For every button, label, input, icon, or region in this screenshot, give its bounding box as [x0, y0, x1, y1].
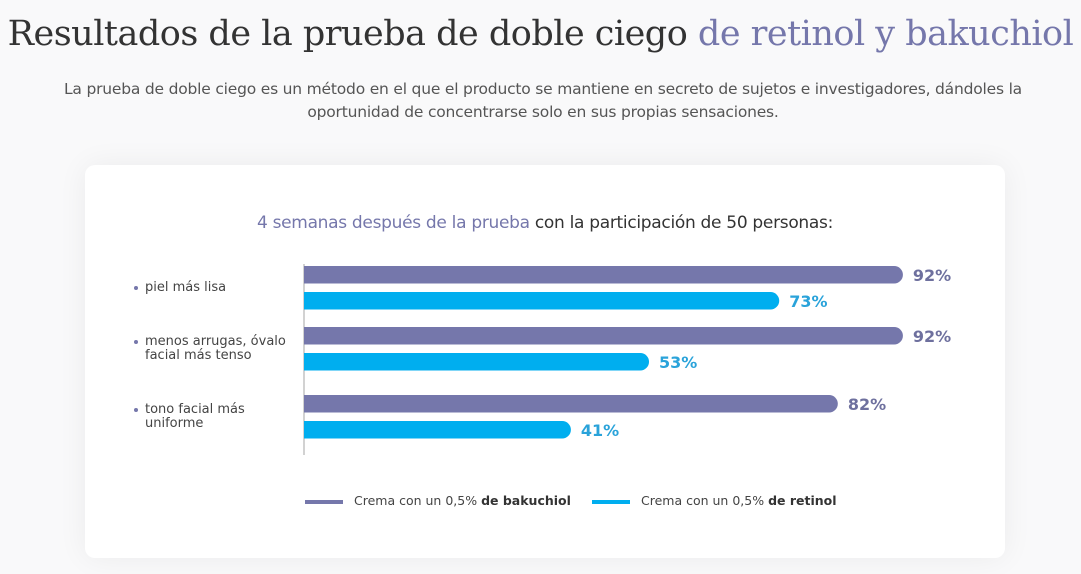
data-label: 53%	[659, 353, 697, 372]
legend-label-bakuchiol-plain: Crema con un 0,5%	[354, 493, 478, 508]
category-label: menos arrugas, óvalo facial más tenso	[134, 333, 304, 363]
page-title-main: Resultados de la prueba de doble ciego	[7, 14, 688, 54]
bullet-icon	[134, 285, 138, 290]
bullet-icon	[134, 339, 138, 344]
chart-title-rest: con la participación de 50 personas:	[534, 213, 834, 233]
legend-label-retinol-bold: de retinol	[768, 493, 837, 508]
bullet-icon	[134, 407, 138, 412]
page-subtitle: La prueba de doble ciego es un método en…	[64, 80, 1022, 121]
data-label: 41%	[581, 421, 619, 440]
data-label: 92%	[913, 266, 951, 285]
category-label-line: piel más lisa	[145, 279, 227, 295]
page-title: Resultados de la prueba de doble ciego d…	[0, 14, 1081, 54]
legend-item-retinol: Crema con un 0,5% de retinol	[592, 493, 837, 508]
bar-bakuchiol	[304, 395, 838, 413]
bar-retinol	[304, 421, 571, 439]
data-label: 73%	[789, 292, 827, 311]
data-label: 82%	[848, 395, 886, 414]
legend-label-bakuchiol-bold: de bakuchiol	[481, 493, 571, 508]
category-label-line: tono facial más	[145, 401, 245, 417]
category-label-line: facial más tenso	[145, 347, 252, 363]
category-label-line: menos arrugas, óvalo	[145, 333, 286, 349]
chart-title-accent: 4 semanas después de la prueba	[256, 213, 530, 233]
bar-retinol	[304, 292, 780, 310]
legend-swatch-bakuchiol	[305, 500, 343, 504]
category-label-line: uniforme	[145, 415, 204, 431]
bar-retinol	[304, 353, 650, 371]
bar-bakuchiol	[304, 266, 903, 284]
legend-swatch-retinol	[592, 500, 630, 504]
legend-label-retinol-plain: Crema con un 0,5%	[641, 493, 765, 508]
legend-item-bakuchiol: Crema con un 0,5% de bakuchiol	[305, 493, 571, 508]
category-label: piel más lisa	[134, 279, 304, 295]
page-title-accent: de retinol y bakuchiol	[697, 14, 1074, 54]
category-label: tono facial más uniforme	[134, 401, 304, 431]
bar-bakuchiol	[304, 327, 903, 345]
chart-title: 4 semanas después de la prueba con la pa…	[85, 213, 1005, 233]
data-label: 92%	[913, 327, 951, 346]
